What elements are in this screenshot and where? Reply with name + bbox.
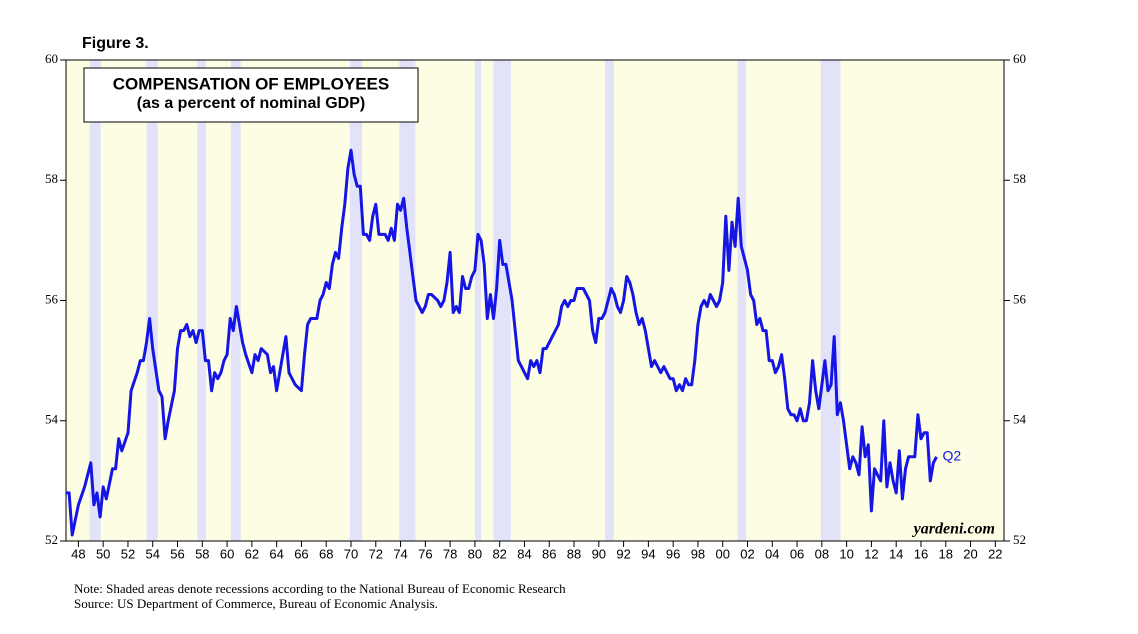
recession-band [737, 60, 747, 541]
note: Note: Shaded areas denote recessions acc… [74, 581, 566, 596]
recession-band [349, 60, 363, 541]
x-tick-label: 10 [839, 546, 853, 561]
plot-background [66, 60, 1004, 541]
x-tick-label: 18 [939, 546, 953, 561]
x-tick-label: 14 [889, 546, 903, 561]
x-tick-label: 86 [542, 546, 556, 561]
x-tick-label: 20 [963, 546, 977, 561]
title-box [83, 67, 419, 123]
recession-band [146, 60, 158, 541]
x-tick-label: 50 [96, 546, 110, 561]
x-tick-label: 04 [765, 546, 779, 561]
x-tick-label: 94 [641, 546, 655, 561]
recession-band [399, 60, 416, 541]
x-tick-label: 60 [220, 546, 234, 561]
y2-tick-label: 58 [1013, 171, 1026, 186]
data-line [66, 148, 938, 537]
x-tick-label: 08 [815, 546, 829, 561]
x-tick-label: 02 [740, 546, 754, 561]
x-tick-label: 84 [517, 546, 531, 561]
x-tick-label: 52 [121, 546, 135, 561]
recession-band [197, 60, 207, 541]
x-tick-label: 76 [418, 546, 432, 561]
y2-tick-label: 60 [1013, 51, 1026, 66]
x-tick-label: 48 [71, 546, 85, 561]
y2-tick-label: 52 [1013, 532, 1026, 547]
x-tick-label: 68 [319, 546, 333, 561]
x-tick-label: 54 [146, 546, 160, 561]
recession-band [493, 60, 511, 541]
x-tick-label: 58 [195, 546, 209, 561]
y-tick-label: 52 [45, 532, 58, 547]
x-tick-label: 70 [344, 546, 358, 561]
y2-tick-label: 56 [1013, 291, 1027, 306]
x-tick-label: 88 [567, 546, 581, 561]
chart-subtitle: (as a percent of nominal GDP) [137, 95, 365, 112]
x-tick-label: 12 [864, 546, 878, 561]
x-tick-label: 96 [666, 546, 680, 561]
x-tick-label: 16 [914, 546, 928, 561]
x-tick-label: 80 [468, 546, 482, 561]
y-tick-label: 54 [45, 412, 59, 427]
x-tick-label: 90 [592, 546, 606, 561]
y-tick-label: 56 [45, 291, 59, 306]
y-tick-label: 58 [45, 171, 58, 186]
x-tick-label: 74 [393, 546, 407, 561]
x-tick-label: 00 [715, 546, 729, 561]
x-tick-label: 78 [443, 546, 457, 561]
x-tick-label: 98 [691, 546, 705, 561]
y2-tick-label: 54 [1013, 412, 1027, 427]
x-tick-label: 22 [988, 546, 1002, 561]
note: Source: US Department of Commerce, Burea… [74, 596, 438, 611]
recession-band [89, 60, 101, 541]
chart-title: COMPENSATION OF EMPLOYEES [113, 74, 389, 93]
x-tick-label: 72 [369, 546, 383, 561]
watermark: yardeni.com [912, 521, 995, 538]
x-tick-label: 06 [790, 546, 804, 561]
x-tick-label: 66 [294, 546, 308, 561]
annotation: Q2 [942, 448, 961, 464]
x-tick-label: 56 [170, 546, 184, 561]
x-tick-label: 82 [492, 546, 506, 561]
recession-band [474, 60, 482, 541]
figure-label: Figure 3. [82, 35, 149, 52]
recession-band [230, 60, 241, 541]
y-tick-label: 60 [45, 51, 58, 66]
recession-band [820, 60, 841, 541]
x-tick-label: 92 [616, 546, 630, 561]
x-tick-label: 62 [245, 546, 259, 561]
x-tick-label: 64 [269, 546, 283, 561]
